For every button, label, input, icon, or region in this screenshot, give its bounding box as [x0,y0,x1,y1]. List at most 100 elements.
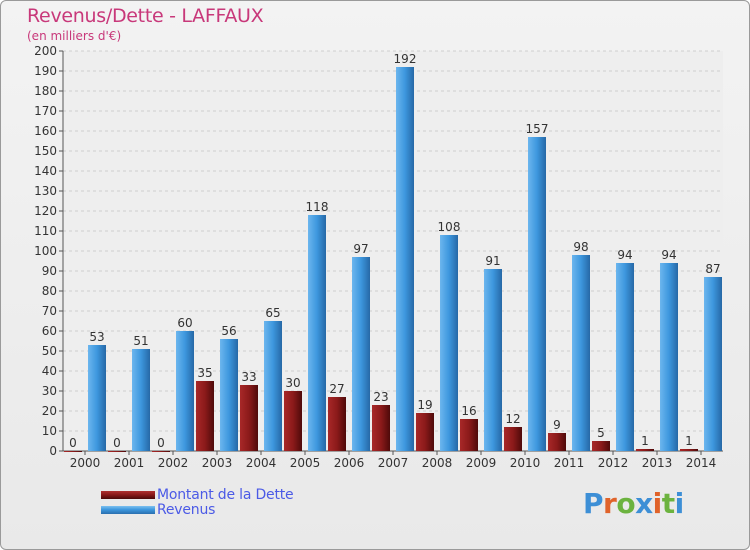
revenue-value-label: 98 [573,240,588,254]
debt-value-label: 0 [157,436,165,450]
x-tick-label: 2009 [466,456,497,470]
y-tick-label: 190 [34,64,57,78]
x-tick-label: 2013 [642,456,673,470]
debt-value-label: 5 [597,426,605,440]
debt-bar [460,419,478,451]
debt-bar [548,433,566,451]
y-tick-label: 70 [42,304,57,318]
debt-bar [416,413,434,451]
y-tick-label: 110 [34,224,57,238]
debt-value-label: 19 [417,398,432,412]
debt-value-label: 12 [505,412,520,426]
revenue-bar [616,263,634,451]
logo-letter: x [635,487,653,520]
revenue-value-label: 94 [661,248,676,262]
logo-letter: i [674,487,685,520]
revenue-bar [396,67,414,451]
debt-value-label: 27 [329,382,344,396]
y-tick-label: 10 [42,424,57,438]
logo-letter: t [661,487,675,520]
revenue-bar [440,235,458,451]
revenue-value-label: 51 [133,334,148,348]
debt-value-label: 35 [197,366,212,380]
legend-label-debt: Montant de la Dette [157,486,294,503]
debt-bar [680,449,698,451]
legend-swatch-debt [101,490,155,499]
debt-bar [636,449,654,451]
revenue-bar [176,331,194,451]
debt-bar [152,451,170,452]
debt-bar [504,427,522,451]
y-tick-label: 150 [34,144,57,158]
revenue-bar [220,339,238,451]
proxiti-logo: Proxiti [583,487,684,520]
logo-letter: r [603,487,617,520]
revenue-bar [308,215,326,451]
x-tick-label: 2002 [158,456,189,470]
y-tick-label: 180 [34,84,57,98]
y-tick-label: 140 [34,164,57,178]
debt-value-label: 0 [69,436,77,450]
debt-bar [372,405,390,451]
legend-label-revenue: Revenus [157,501,216,518]
debt-bar [64,451,82,452]
bar-chart: 0102030405060708090100110120130140150160… [34,44,723,470]
logo-letter: o [616,487,636,520]
revenue-bar [88,345,106,451]
debt-bar [196,381,214,451]
y-tick-label: 160 [34,124,57,138]
y-tick-label: 130 [34,184,57,198]
x-tick-label: 2014 [686,456,717,470]
y-tick-label: 40 [42,364,57,378]
x-tick-label: 2004 [246,456,277,470]
logo-letter: P [583,487,604,520]
revenue-value-label: 91 [485,254,500,268]
revenue-value-label: 192 [394,52,417,66]
revenue-bar [264,321,282,451]
revenue-value-label: 56 [221,324,236,338]
y-tick-label: 170 [34,104,57,118]
revenue-value-label: 53 [89,330,104,344]
revenue-bar [572,255,590,451]
x-tick-label: 2012 [598,456,629,470]
revenue-bar [484,269,502,451]
y-tick-label: 80 [42,284,57,298]
y-tick-label: 90 [42,264,57,278]
y-tick-label: 50 [42,344,57,358]
debt-value-label: 16 [461,404,476,418]
revenue-value-label: 118 [306,200,329,214]
revenue-bar [660,263,678,451]
x-tick-label: 2000 [70,456,101,470]
chart-subtitle: (en milliers d'€) [27,29,122,43]
revenue-bar [352,257,370,451]
revenue-value-label: 108 [438,220,461,234]
revenue-value-label: 65 [265,306,280,320]
debt-bar [328,397,346,451]
x-tick-label: 2008 [422,456,453,470]
y-tick-label: 0 [49,444,57,458]
x-tick-label: 2011 [554,456,585,470]
debt-value-label: 0 [113,436,121,450]
revenue-value-label: 97 [353,242,368,256]
debt-value-label: 9 [553,418,561,432]
y-tick-label: 30 [42,384,57,398]
x-tick-label: 2006 [334,456,365,470]
logo-letter: i [652,487,663,520]
legend-item-debt: Montant de la Dette [101,486,294,503]
revenue-value-label: 157 [526,122,549,136]
x-tick-label: 2005 [290,456,321,470]
debt-value-label: 33 [241,370,256,384]
x-tick-label: 2001 [114,456,145,470]
y-tick-label: 120 [34,204,57,218]
revenue-bar [132,349,150,451]
revenue-bar [704,277,722,451]
legend-item-revenue: Revenus [101,501,293,518]
chart-title: Revenus/Dette - LAFFAUX [27,5,264,27]
debt-value-label: 1 [685,434,693,448]
y-tick-label: 100 [34,244,57,258]
debt-bar [240,385,258,451]
debt-bar [592,441,610,451]
y-tick-label: 200 [34,44,57,58]
debt-bar [108,451,126,452]
